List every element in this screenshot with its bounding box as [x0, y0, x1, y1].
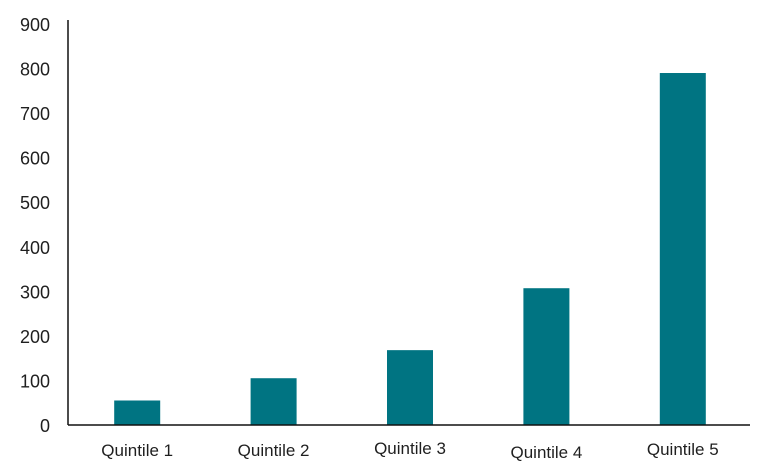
y-tick-label: 400: [20, 238, 50, 258]
x-category-label: Quintile 4: [510, 443, 582, 462]
bar-quintile-1: [114, 400, 161, 425]
y-tick-label: 100: [20, 371, 50, 391]
y-tick-label: 500: [20, 193, 50, 213]
bars-group: [114, 73, 706, 425]
x-category-label: Quintile 5: [647, 440, 719, 459]
x-axis-category-labels: Quintile 1 Quintile 2 Quintile 3 Quintile 4…: [101, 439, 718, 462]
y-tick-label: 0: [40, 416, 50, 436]
y-tick-label: 200: [20, 327, 50, 347]
x-category-label: Quintile 2: [238, 441, 310, 460]
bar-quintile-5: [659, 73, 706, 425]
y-tick-label: 600: [20, 149, 50, 169]
y-tick-label: 800: [20, 60, 50, 80]
bar-quintile-4: [523, 288, 570, 425]
y-tick-label: 900: [20, 15, 50, 35]
y-tick-label: 300: [20, 282, 50, 302]
bar-quintile-3: [387, 350, 433, 425]
y-tick-label: 700: [20, 104, 50, 124]
x-category-label: Quintile 3: [374, 439, 446, 458]
bar-quintile-2: [250, 378, 297, 425]
x-category-label: Quintile 1: [101, 441, 173, 460]
y-axis-tick-labels: 0 100 200 300 400 500 600 700 800 900: [20, 15, 50, 436]
